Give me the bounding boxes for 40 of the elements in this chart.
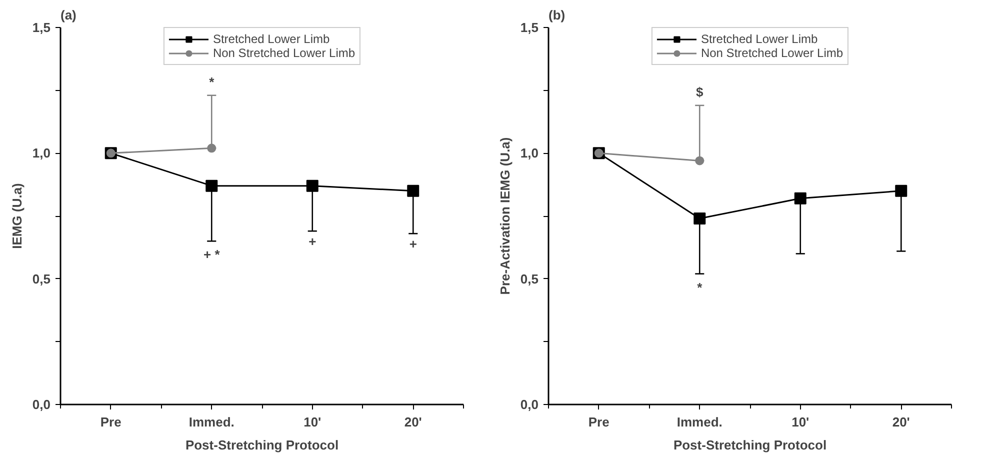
point [694,212,706,225]
y-tick-label: 1,0 [32,146,51,161]
y-tick-label: 0,5 [520,271,539,286]
legend-label: Non Stretched Lower Limb [212,46,356,60]
x-tick-label: 20' [404,414,422,430]
x-axis-title: Post-Stretching Protocol [673,438,827,452]
x-axis-title: Post-Stretching Protocol [185,438,339,452]
x-tick-label: 20' [892,414,910,430]
y-tick-label: 0,0 [520,397,539,412]
annotation: + * [203,247,221,262]
y-tick-label: 1,5 [32,20,51,35]
x-tick-label: 10' [304,414,322,430]
y-axis-title: Pre-Activation IEMG (U.a) [497,137,512,295]
y-tick-label: 0,0 [32,397,51,412]
annotation: + [409,236,418,252]
point [206,180,218,192]
y-axis-title: IEMG (U.a) [9,183,24,249]
point [695,156,704,166]
legend-label: Non Stretched Lower Limb [700,46,844,60]
point [207,144,216,153]
point [895,184,908,197]
annotation: * [697,280,704,295]
x-tick-label: Immed. [676,414,722,430]
y-tick-label: 0,5 [32,271,51,286]
annotation: + [308,234,317,250]
annotation: * [209,74,216,90]
chart-title: (b) [548,8,566,22]
x-tick-label: 10' [792,414,810,430]
annotation: $ [696,84,704,100]
x-tick-label: Pre [588,414,610,430]
point [306,180,318,192]
y-tick-label: 1,0 [520,146,539,161]
chart-title: (a) [60,8,76,22]
x-tick-label: Immed. [188,414,234,430]
point [407,184,420,197]
legend-label: Stretched Lower Limb [700,32,818,46]
point [794,192,806,204]
x-tick-label: Pre [100,414,122,430]
legend-label: Stretched Lower Limb [212,32,330,46]
y-tick-label: 1,5 [520,20,539,35]
